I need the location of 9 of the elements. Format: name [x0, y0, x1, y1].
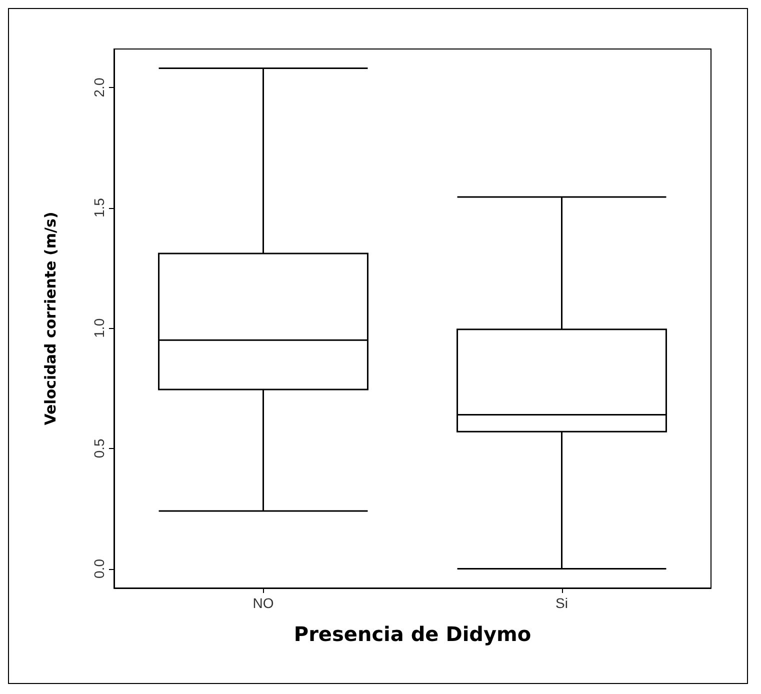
x-axis-title: Presencia de Didymo: [294, 622, 532, 646]
y-tick-label: 1.0: [91, 318, 107, 338]
y-tick-label: 0.5: [91, 438, 107, 458]
y-axis-title: Velocidad corriente (m/s): [42, 212, 60, 426]
y-tick-label: 0.0: [91, 558, 107, 578]
y-tick-label: 2.0: [91, 78, 107, 98]
y-tick-label: 1.5: [91, 198, 107, 218]
x-tick-label: Si: [556, 595, 568, 611]
x-tick-label: NO: [252, 595, 274, 611]
